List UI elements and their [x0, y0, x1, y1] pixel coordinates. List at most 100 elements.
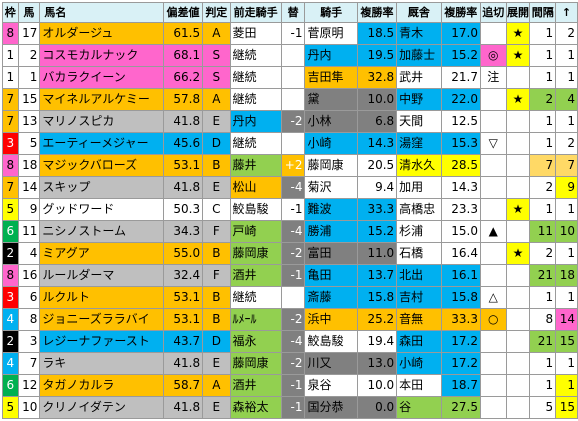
- trainer-rate-cell: 14.3: [440, 176, 481, 199]
- header-uma[interactable]: 馬: [17, 2, 41, 23]
- header-oikiri[interactable]: 追切: [479, 2, 507, 23]
- jockey-rate-cell: 19.4: [356, 330, 398, 353]
- prev-jockey-cell: 戸崎: [229, 220, 282, 243]
- jockey-change-cell: -1: [280, 198, 306, 221]
- header-name[interactable]: 馬名: [39, 2, 164, 23]
- up-rank-cell: 1: [555, 242, 578, 265]
- table-row[interactable]: 4 8 ジョニーズララバイ 53.1 B ﾙﾒｰﾙ -2 浜中 25.2 音無 33.3 ○ 8 14: [2, 308, 578, 331]
- horse-number-cell: 9: [17, 198, 41, 221]
- waku-cell: 8: [2, 22, 19, 45]
- table-row[interactable]: 3 6 ルクルト 53.1 B 継続 斎藤 15.8 吉村 15.8 △ 1 1: [2, 286, 578, 309]
- interval-cell: 2: [529, 88, 557, 111]
- header-kankaku[interactable]: 間隔: [529, 2, 557, 23]
- header-hensachi[interactable]: 偏差値: [162, 2, 204, 23]
- interval-cell: 1: [529, 374, 557, 397]
- up-rank-cell: 9: [555, 176, 578, 199]
- trainer-rate-cell: 16.4: [440, 242, 481, 265]
- table-row[interactable]: 2 3 レジーナファースト 43.7 D 福永 -4 鮫島駿 19.4 森田 17.2 21 15: [2, 330, 578, 353]
- prev-jockey-cell: 継続: [229, 286, 282, 309]
- header-waku[interactable]: 枠: [2, 2, 19, 23]
- tenkai-mark-cell: [505, 110, 531, 133]
- jockey-rate-cell: 0.0: [356, 396, 398, 419]
- header-jockey[interactable]: 騎手: [304, 2, 358, 23]
- interval-cell: 8: [529, 308, 557, 331]
- horse-number-cell: 17: [17, 22, 41, 45]
- table-row[interactable]: 6 12 タガノカルラ 58.7 A 酒井 -1 泉谷 10.0 本田 18.7 1 1: [2, 374, 578, 397]
- interval-cell: 2: [529, 242, 557, 265]
- jockey-cell: 亀田: [304, 264, 358, 287]
- header-kae[interactable]: 替: [280, 2, 306, 23]
- trainer-cell: 清水久: [396, 154, 442, 177]
- up-rank-cell: 14: [555, 308, 578, 331]
- header-trainer-rate[interactable]: 複勝率: [440, 2, 481, 23]
- horse-number-cell: 2: [17, 44, 41, 67]
- jockey-change-cell: -4: [280, 330, 306, 353]
- header-prev-jockey[interactable]: 前走騎手: [229, 2, 282, 23]
- table-row[interactable]: 1 2 コスモカルナック 68.1 S 継続 丹内 19.5 加藤士 15.2 ◎ ★ 1 1: [2, 44, 578, 67]
- header-trainer[interactable]: 厩舎: [396, 2, 442, 23]
- table-row[interactable]: 2 4 ミアグア 55.0 B 藤岡康 -2 富田 11.0 石橋 16.4 ★ 2 1: [2, 242, 578, 265]
- trainer-cell: 小崎: [396, 352, 442, 375]
- interval-cell: 11: [529, 220, 557, 243]
- prev-jockey-cell: 継続: [229, 44, 282, 67]
- prev-jockey-cell: 松山: [229, 176, 282, 199]
- table-row[interactable]: 8 18 マジックバローズ 53.1 B 藤井 +2 藤岡康 20.5 清水久 28.5 7 7: [2, 154, 578, 177]
- table-row[interactable]: 6 11 ニシノストーム 34.3 F 戸崎 -4 勝浦 15.2 杉浦 15.0 ▲ 11 10: [2, 220, 578, 243]
- oikiri-mark-cell: [479, 396, 507, 419]
- prev-jockey-cell: ﾙﾒｰﾙ: [229, 308, 282, 331]
- up-rank-cell: 4: [555, 88, 578, 111]
- hantei-cell: B: [202, 286, 231, 309]
- interval-cell: 1: [529, 110, 557, 133]
- trainer-rate-cell: 33.3: [440, 308, 481, 331]
- jockey-change-cell: [280, 132, 306, 155]
- horse-number-cell: 10: [17, 396, 41, 419]
- table-row[interactable]: 3 5 エーティーメジャー 45.6 D 継続 小崎 14.3 湯窪 15.3 ▽ 1 2: [2, 132, 578, 155]
- header-hantei[interactable]: 判定: [202, 2, 231, 23]
- jockey-cell: 富田: [304, 242, 358, 265]
- horse-name-cell: レジーナファースト: [39, 330, 164, 353]
- interval-cell: 21: [529, 330, 557, 353]
- horse-number-cell: 6: [17, 286, 41, 309]
- jockey-rate-cell: 10.0: [356, 374, 398, 397]
- table-row[interactable]: 8 17 オルダージュ 61.5 A 菱田 -1 菅原明 18.5 青木 17.0 ★ 1 2: [2, 22, 578, 45]
- table-row[interactable]: 5 10 クリノイダテン 41.8 E 森裕太 -1 国分恭 0.0 谷 27.5 5 15: [2, 396, 578, 419]
- trainer-cell: 森田: [396, 330, 442, 353]
- trainer-rate-cell: 12.5: [440, 110, 481, 133]
- up-rank-cell: 18: [555, 264, 578, 287]
- table-row[interactable]: 5 9 グッドワード 50.3 C 鮫島駿 -1 難波 33.3 高橋忠 23.3 ★ 1 1: [2, 198, 578, 221]
- table-row[interactable]: 8 16 ルールダーマ 32.4 F 酒井 -1 亀田 13.7 北出 16.1 21 18: [2, 264, 578, 287]
- table-row[interactable]: 7 13 マリノスピカ 41.8 E 丹内 -2 小林 6.8 天間 12.5 1 1: [2, 110, 578, 133]
- trainer-cell: 武井: [396, 66, 442, 89]
- tenkai-mark-cell: [505, 66, 531, 89]
- waku-cell: 7: [2, 110, 19, 133]
- jockey-cell: 菊沢: [304, 176, 358, 199]
- up-rank-cell: 1: [555, 374, 578, 397]
- header-arrow[interactable]: ↑: [555, 2, 578, 23]
- table-row[interactable]: 7 14 スキップ 41.8 E 松山 -4 菊沢 9.4 加用 14.3 2 9: [2, 176, 578, 199]
- prev-jockey-cell: 丹内: [229, 110, 282, 133]
- jockey-cell: 小崎: [304, 132, 358, 155]
- waku-cell: 2: [2, 330, 19, 353]
- hantei-cell: B: [202, 308, 231, 331]
- table-row[interactable]: 4 7 ラキ 41.8 E 藤岡康 -2 川又 13.0 小崎 17.2 1 1: [2, 352, 578, 375]
- waku-cell: 5: [2, 198, 19, 221]
- hensachi-cell: 55.0: [162, 242, 204, 265]
- jockey-rate-cell: 10.0: [356, 88, 398, 111]
- horse-name-cell: ルクルト: [39, 286, 164, 309]
- up-rank-cell: 15: [555, 330, 578, 353]
- prev-jockey-cell: 酒井: [229, 374, 282, 397]
- prev-jockey-cell: 藤岡康: [229, 242, 282, 265]
- horse-name-cell: マジックバローズ: [39, 154, 164, 177]
- header-jockey-rate[interactable]: 複勝率: [356, 2, 398, 23]
- hantei-cell: E: [202, 352, 231, 375]
- jockey-cell: 川又: [304, 352, 358, 375]
- header-tenkai[interactable]: 展開: [505, 2, 531, 23]
- table-row[interactable]: 7 15 マイネルアルケミー 57.8 A 継続黛 10.0 中野 22.0 ★ 2 4: [2, 88, 578, 111]
- jockey-rate-cell: 19.5: [356, 44, 398, 67]
- horse-number-cell: 16: [17, 264, 41, 287]
- prev-jockey-cell: 継続: [229, 88, 282, 111]
- hantei-cell: A: [202, 374, 231, 397]
- table-row[interactable]: 1 1 バカラクイーン 66.2 S 継続 吉田隼 32.8 武井 21.7 注 1 1: [2, 66, 578, 89]
- hensachi-cell: 43.7: [162, 330, 204, 353]
- tenkai-mark-cell: [505, 396, 531, 419]
